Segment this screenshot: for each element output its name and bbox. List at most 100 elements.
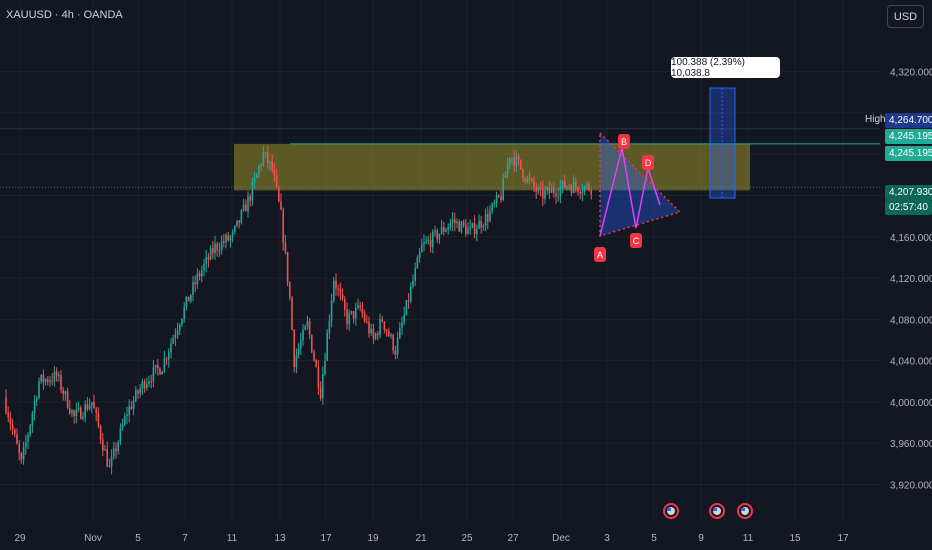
us-flag-icon: [663, 503, 679, 519]
candle-body: [438, 233, 441, 240]
candle: [511, 156, 513, 166]
candle-body: [465, 225, 467, 235]
candle: [546, 185, 548, 195]
candle: [216, 241, 218, 257]
candle-body: [88, 405, 91, 410]
candle: [25, 434, 27, 455]
candle-body: [238, 220, 240, 223]
candle: [110, 449, 113, 475]
candle: [429, 232, 432, 253]
candle-body: [106, 449, 108, 467]
candle-body: [139, 388, 141, 394]
candle: [49, 376, 51, 387]
candle-body: [577, 187, 579, 193]
candle: [181, 318, 183, 328]
candle: [495, 191, 498, 208]
candle: [141, 378, 144, 395]
candle: [489, 205, 491, 223]
candle: [498, 194, 500, 199]
x-tick-label: 17: [320, 533, 332, 544]
candle-body: [40, 374, 42, 382]
candle-body: [58, 374, 60, 376]
candle: [484, 208, 487, 232]
candle-body: [511, 157, 513, 159]
symbol-title[interactable]: XAUUSD · 4h · OANDA: [6, 9, 123, 21]
high-label: High: [862, 113, 889, 126]
candle: [346, 302, 348, 330]
candle-body: [126, 414, 128, 417]
candle: [227, 231, 229, 242]
y-tick-label: 3,920.000: [890, 481, 932, 492]
candle-body: [22, 447, 25, 460]
candle: [370, 323, 372, 336]
candle-body: [170, 343, 172, 353]
x-tick-label: 29: [14, 533, 26, 544]
candle: [203, 258, 205, 277]
candle: [579, 189, 581, 200]
candle-body: [198, 273, 201, 277]
candle-body: [289, 282, 291, 298]
candle: [113, 441, 115, 460]
candle: [31, 410, 34, 433]
x-tick-label: 9: [698, 533, 704, 544]
candle-body: [487, 214, 489, 222]
candle: [418, 248, 421, 263]
candle: [258, 164, 260, 179]
x-tick-label: 27: [507, 533, 519, 544]
candle: [454, 212, 456, 232]
currency-button[interactable]: USD: [887, 5, 924, 28]
candle: [557, 187, 559, 202]
candle: [379, 313, 381, 339]
candle-body: [251, 182, 254, 201]
candle-body: [209, 247, 212, 260]
candle-body: [249, 196, 251, 201]
candle-body: [62, 390, 64, 395]
candle-body: [537, 187, 540, 192]
candle: [33, 395, 36, 421]
candle-body: [128, 406, 130, 415]
candle: [284, 234, 287, 255]
candle: [315, 359, 317, 368]
candle-body: [495, 195, 498, 203]
candle: [60, 370, 62, 393]
candle: [262, 145, 265, 167]
candle: [185, 296, 188, 311]
candle-body: [405, 300, 408, 315]
candle-body: [427, 240, 430, 242]
candle: [291, 295, 293, 331]
candle-body: [44, 379, 47, 383]
candle-body: [575, 181, 577, 188]
candle-body: [416, 257, 419, 269]
candle: [399, 322, 401, 340]
candle-body: [460, 221, 463, 232]
candle: [509, 157, 511, 170]
candle: [414, 262, 416, 286]
candle: [172, 334, 174, 345]
candle-body: [5, 396, 7, 413]
candle-body: [396, 338, 399, 355]
candle-body: [572, 181, 575, 193]
candle-body: [66, 391, 69, 409]
candle: [348, 309, 350, 331]
candle: [190, 294, 192, 304]
candle: [513, 150, 515, 173]
candle: [11, 418, 14, 435]
pattern-point-a-marker: [594, 247, 606, 262]
candle-body: [80, 407, 82, 419]
y-axis[interactable]: 4,320.000 4,160.000 4,120.000 4,080.000 4,04…: [880, 0, 932, 550]
candle: [218, 242, 221, 257]
candle-body: [454, 219, 456, 224]
x-tick-label: 15: [789, 533, 801, 544]
x-axis[interactable]: 29 Nov 5 7 11 13 17 19 21 25 27 Dec 3 5 9 11 15 17: [0, 525, 932, 550]
candle-body: [456, 221, 458, 224]
candle: [539, 181, 542, 197]
candle: [174, 328, 177, 347]
candle: [104, 445, 106, 451]
candle: [394, 345, 397, 360]
candle: [427, 235, 430, 245]
candle-body: [181, 318, 183, 325]
candle: [146, 377, 148, 391]
candle-body: [509, 158, 511, 164]
candle: [520, 159, 522, 170]
